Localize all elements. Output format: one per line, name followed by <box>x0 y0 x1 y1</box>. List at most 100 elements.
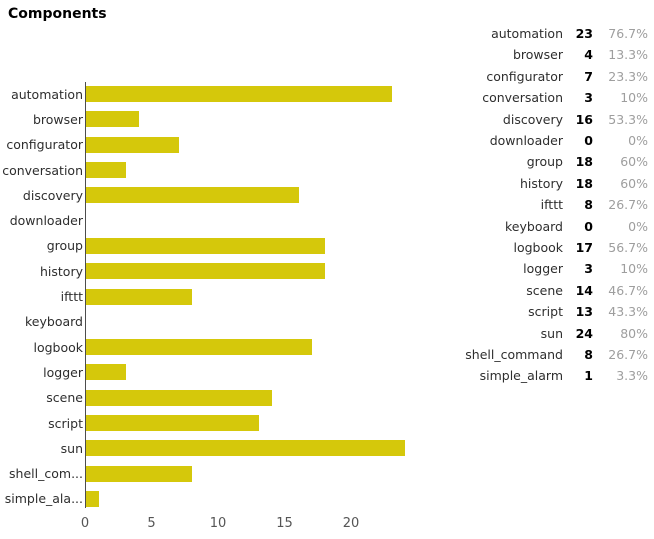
legend-row-ifttt[interactable]: ifttt 8 26.7% <box>430 197 648 213</box>
legend-row-script[interactable]: script 13 43.3% <box>430 304 648 320</box>
legend-row-configurator[interactable]: configurator 7 23.3% <box>430 68 648 84</box>
legend-percent: 46.7% <box>608 282 648 298</box>
y-axis-label-scene: scene <box>46 390 83 406</box>
legend-percent: 0% <box>628 133 648 148</box>
legend-row-logbook[interactable]: logbook 17 56.7% <box>430 240 648 256</box>
legend-count: 8 <box>584 347 593 362</box>
y-axis-label-configurator: configurator <box>6 137 83 153</box>
legend-count: 1 <box>584 368 593 384</box>
legend-count: 24 <box>575 325 593 341</box>
y-axis-label-keyboard: keyboard <box>25 314 83 330</box>
legend-row-group[interactable]: group 18 60% <box>430 154 648 170</box>
legend-label: logger <box>523 261 563 277</box>
legend-row-history[interactable]: history 18 60% <box>430 175 648 191</box>
legend-row-keyboard[interactable]: keyboard 0 0% <box>430 218 648 234</box>
legend-count: 13 <box>575 304 593 320</box>
legend-count: 8 <box>584 197 593 213</box>
x-tick-0: 0 <box>80 516 90 531</box>
legend-count: 23 <box>575 26 593 41</box>
bar-configurator[interactable] <box>86 136 180 153</box>
legend-percent: 0% <box>628 218 648 234</box>
legend-count: 4 <box>584 47 593 63</box>
legend-count: 18 <box>575 175 593 191</box>
legend-percent: 10% <box>620 261 648 277</box>
y-axis-line <box>84 82 86 508</box>
legend-percent: 26.7% <box>608 347 648 362</box>
legend-row-scene[interactable]: scene 14 46.7% <box>430 282 648 298</box>
bar-browser[interactable] <box>86 111 140 128</box>
legend-row-downloader[interactable]: downloader 0 0% <box>430 133 648 149</box>
legend-label: logbook <box>513 240 563 255</box>
bar-simple_alarm[interactable] <box>86 490 100 507</box>
legend-row-sun[interactable]: sun 24 80% <box>430 325 648 341</box>
y-axis-label-history: history <box>40 263 83 279</box>
legend-label: history <box>520 175 563 191</box>
legend-label: ifttt <box>540 197 563 213</box>
legend-row-shell_command[interactable]: shell_command 8 26.7% <box>430 347 648 363</box>
bar-group[interactable] <box>86 237 326 254</box>
bar-discovery[interactable] <box>86 187 299 204</box>
x-tick-20: 20 <box>342 516 360 531</box>
legend-count: 17 <box>575 240 593 255</box>
legend-row-automation[interactable]: automation 23 76.7% <box>430 26 648 42</box>
legend-label: conversation <box>482 90 563 106</box>
legend-count: 0 <box>584 218 593 234</box>
legend-label: configurator <box>486 68 563 84</box>
legend-row-simple_alarm[interactable]: simple_alarm 1 3.3% <box>430 368 648 384</box>
legend-label: scene <box>526 282 563 298</box>
legend-label: script <box>528 304 563 320</box>
legend-percent: 56.7% <box>608 240 648 255</box>
y-axis-label-conversation: conversation <box>2 162 83 178</box>
bar-ifttt[interactable] <box>86 288 193 305</box>
bar-scene[interactable] <box>86 389 273 406</box>
y-axis-label-discovery: discovery <box>22 187 83 203</box>
legend-label: simple_alarm <box>479 368 563 384</box>
bar-history[interactable] <box>86 263 326 280</box>
legend-label: keyboard <box>505 218 563 234</box>
bar-logbook[interactable] <box>86 339 313 356</box>
legend-count: 0 <box>584 133 593 148</box>
legend-count: 14 <box>575 282 593 298</box>
legend-percent: 10% <box>620 90 648 106</box>
bar-automation[interactable] <box>86 86 392 103</box>
legend-label: automation <box>491 26 563 41</box>
bar-script[interactable] <box>86 415 259 432</box>
chart-title: Components <box>8 6 107 22</box>
legend-count: 7 <box>584 68 593 84</box>
y-axis-label-ifttt: ifttt <box>60 289 83 305</box>
legend-percent: 53.3% <box>608 111 648 127</box>
y-axis-label-browser: browser <box>32 111 83 127</box>
legend-percent: 76.7% <box>608 26 648 41</box>
y-axis-label-shell_command: shell_com... <box>9 466 83 482</box>
y-axis-label-downloader: downloader <box>9 213 83 229</box>
legend-count: 18 <box>575 154 593 170</box>
y-axis-label-sun: sun <box>60 440 83 456</box>
legend-row-conversation[interactable]: conversation 3 10% <box>430 90 648 106</box>
bar-logger[interactable] <box>86 364 126 381</box>
x-tick-5: 5 <box>147 516 156 531</box>
legend-percent: 13.3% <box>608 47 648 63</box>
bar-shell_command[interactable] <box>86 465 193 482</box>
y-axis-label-logger: logger <box>43 364 83 380</box>
bar-sun[interactable] <box>86 440 406 457</box>
bar-conversation[interactable] <box>86 162 126 179</box>
legend-percent: 43.3% <box>608 304 648 320</box>
legend-percent: 80% <box>620 325 648 341</box>
legend-count: 3 <box>584 261 593 277</box>
legend-row-browser[interactable]: browser 4 13.3% <box>430 47 648 63</box>
legend-label: discovery <box>502 111 563 127</box>
y-axis-label-group: group <box>46 238 83 254</box>
legend-count: 16 <box>575 111 593 127</box>
x-tick-15: 15 <box>276 516 293 531</box>
legend-percent: 60% <box>620 175 648 191</box>
legend-row-logger[interactable]: logger 3 10% <box>430 261 648 277</box>
legend-percent: 26.7% <box>608 197 648 213</box>
legend-row-discovery[interactable]: discovery 16 53.3% <box>430 111 648 127</box>
legend-percent: 3.3% <box>616 368 648 384</box>
legend-count: 3 <box>584 90 593 106</box>
y-axis-label-script: script <box>48 415 83 431</box>
legend-label: downloader <box>489 133 563 148</box>
legend-label: group <box>526 154 563 170</box>
